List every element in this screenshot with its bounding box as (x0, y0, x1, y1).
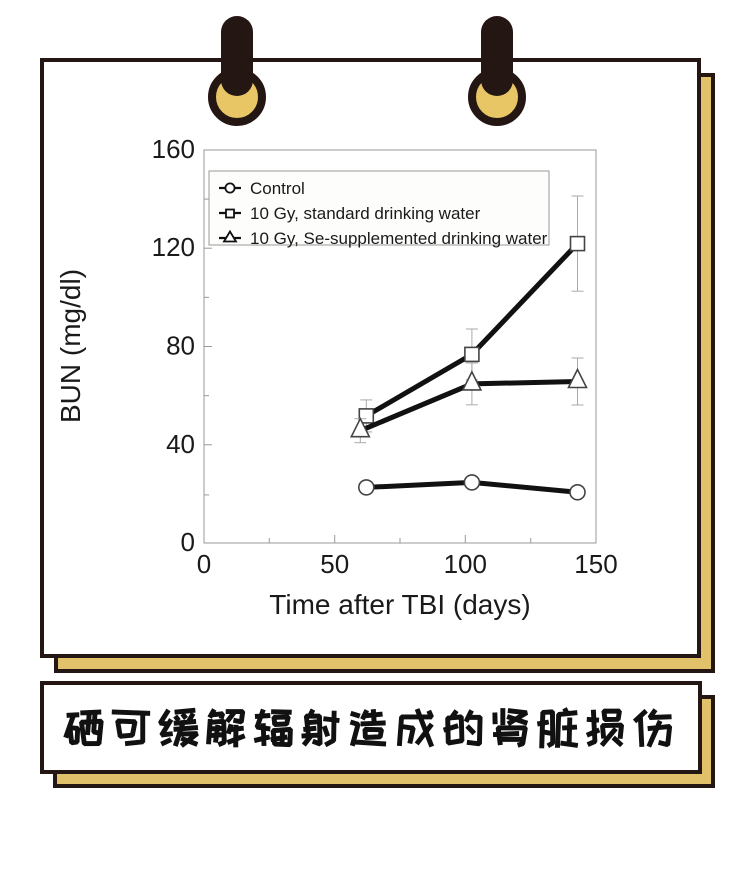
svg-text:0: 0 (181, 527, 195, 557)
svg-text:120: 120 (152, 232, 195, 262)
svg-text:80: 80 (166, 331, 195, 361)
svg-text:10 Gy, standard drinking water: 10 Gy, standard drinking water (250, 204, 481, 223)
svg-text:100: 100 (444, 549, 487, 579)
svg-text:10 Gy, Se-supplemented drinkin: 10 Gy, Se-supplemented drinking water (250, 229, 548, 248)
svg-text:50: 50 (320, 549, 349, 579)
svg-text:150: 150 (574, 549, 617, 579)
svg-text:40: 40 (166, 429, 195, 459)
svg-text:160: 160 (152, 134, 195, 164)
svg-text:Control: Control (250, 179, 305, 198)
svg-text:BUN (mg/dl): BUN (mg/dl) (55, 269, 86, 423)
svg-text:Time after TBI (days): Time after TBI (days) (269, 589, 530, 620)
svg-text:0: 0 (197, 549, 211, 579)
